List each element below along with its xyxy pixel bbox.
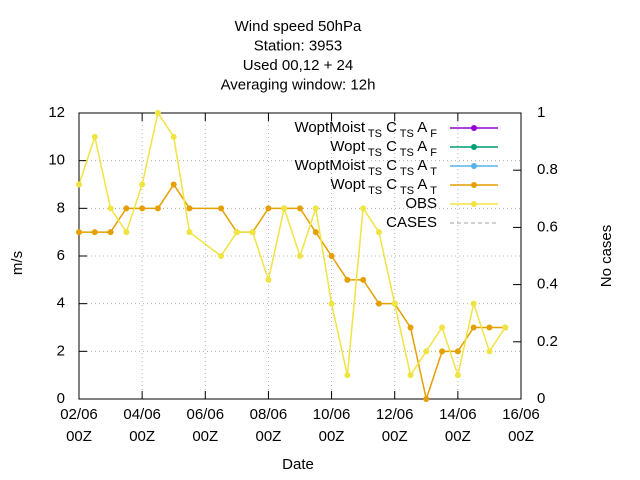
y-axis-label: m/s <box>9 251 26 275</box>
data-point <box>454 372 461 379</box>
legend-label: WoptMoist TS C TS A F <box>294 119 437 140</box>
data-point <box>328 253 335 259</box>
data-point <box>154 110 161 116</box>
data-point <box>139 181 146 188</box>
y-tick-label: 0 <box>57 390 65 407</box>
data-point <box>439 324 446 331</box>
data-point <box>107 205 114 212</box>
x-tick-label: 02/06 00Z <box>60 406 98 445</box>
legend-marker <box>471 125 477 131</box>
data-point <box>170 181 177 188</box>
data-point <box>170 133 177 140</box>
data-point <box>186 205 193 212</box>
series-line <box>79 183 506 402</box>
data-point <box>375 229 382 236</box>
legend-label: OBS <box>405 195 437 212</box>
data-point <box>139 205 146 212</box>
y-tick-label: 8 <box>57 199 65 216</box>
data-point <box>76 229 82 236</box>
data-point <box>344 276 351 283</box>
data-point <box>123 205 130 212</box>
x-axis-label: Date <box>282 456 314 473</box>
legend-marker <box>471 144 477 150</box>
y-tick-label: 6 <box>57 247 65 264</box>
data-point <box>297 205 303 212</box>
data-point <box>233 229 240 236</box>
data-point <box>281 205 288 212</box>
y2-tick-label: 1 <box>537 104 545 121</box>
data-point <box>470 324 477 331</box>
data-point <box>265 276 272 283</box>
y2-tick-label: 0.2 <box>537 333 558 350</box>
data-point <box>486 348 493 355</box>
x-tick-label: 06/06 00Z <box>186 406 225 445</box>
data-point <box>312 229 319 236</box>
data-point <box>407 324 414 331</box>
x-tick-label: 12/06 00Z <box>375 406 414 445</box>
data-point <box>297 253 303 259</box>
legend-marker <box>471 182 477 188</box>
y2-axis-label: No cases <box>598 225 615 288</box>
data-point <box>91 133 98 140</box>
chart-title: Station: 3953 <box>254 37 342 54</box>
series-line <box>78 111 506 378</box>
legend-marker <box>471 163 477 169</box>
x-tick-label: 08/06 00Z <box>249 406 288 445</box>
y-tick-label: 2 <box>57 342 65 359</box>
legend-label: WoptMoist TS C TS A T <box>295 157 438 178</box>
data-point <box>423 396 430 402</box>
data-point <box>423 348 430 355</box>
data-point <box>123 229 130 236</box>
y2-tick-label: 0.6 <box>537 218 558 235</box>
y2-tick-label: 0 <box>537 390 545 407</box>
y-tick-label: 4 <box>57 295 65 312</box>
data-point <box>439 348 446 355</box>
plot-border <box>78 112 522 400</box>
data-point <box>454 348 461 355</box>
legend-label: Wopt TS C TS A T <box>330 176 437 197</box>
data-point <box>391 300 398 307</box>
data-point <box>486 324 493 331</box>
data-point <box>407 372 414 379</box>
data-point <box>344 372 351 379</box>
x-tick-label: 16/06 00Z <box>502 406 540 445</box>
data-point <box>470 300 477 307</box>
data-point <box>91 229 98 236</box>
x-tick-label: 14/06 00Z <box>439 406 477 445</box>
data-point <box>328 300 335 307</box>
data-point <box>154 205 161 212</box>
data-point <box>265 205 272 212</box>
data-point <box>76 181 82 188</box>
data-point <box>107 229 114 236</box>
data-point <box>218 253 225 259</box>
data-point <box>502 324 509 331</box>
data-point <box>312 205 319 212</box>
data-point <box>360 276 367 283</box>
chart-title: Used 00,12 + 24 <box>243 57 354 74</box>
x-tick-label: 04/06 00Z <box>123 406 161 445</box>
data-point <box>375 300 382 307</box>
legend-label: Wopt TS C TS A F <box>330 138 437 159</box>
y2-tick-label: 0.4 <box>537 276 558 293</box>
y-tick-label: 12 <box>48 104 65 121</box>
data-point <box>360 205 367 212</box>
chart-title: Wind speed 50hPa <box>235 18 362 35</box>
chart-title: Averaging window: 12h <box>221 76 376 93</box>
y2-tick-label: 0.8 <box>537 161 558 178</box>
y-tick-label: 10 <box>48 152 65 169</box>
data-point <box>218 205 225 212</box>
data-point <box>249 229 256 236</box>
data-point <box>186 229 193 236</box>
x-tick-label: 10/06 00Z <box>312 406 351 445</box>
legend-label: CASES <box>386 214 437 231</box>
legend-marker <box>471 201 477 207</box>
